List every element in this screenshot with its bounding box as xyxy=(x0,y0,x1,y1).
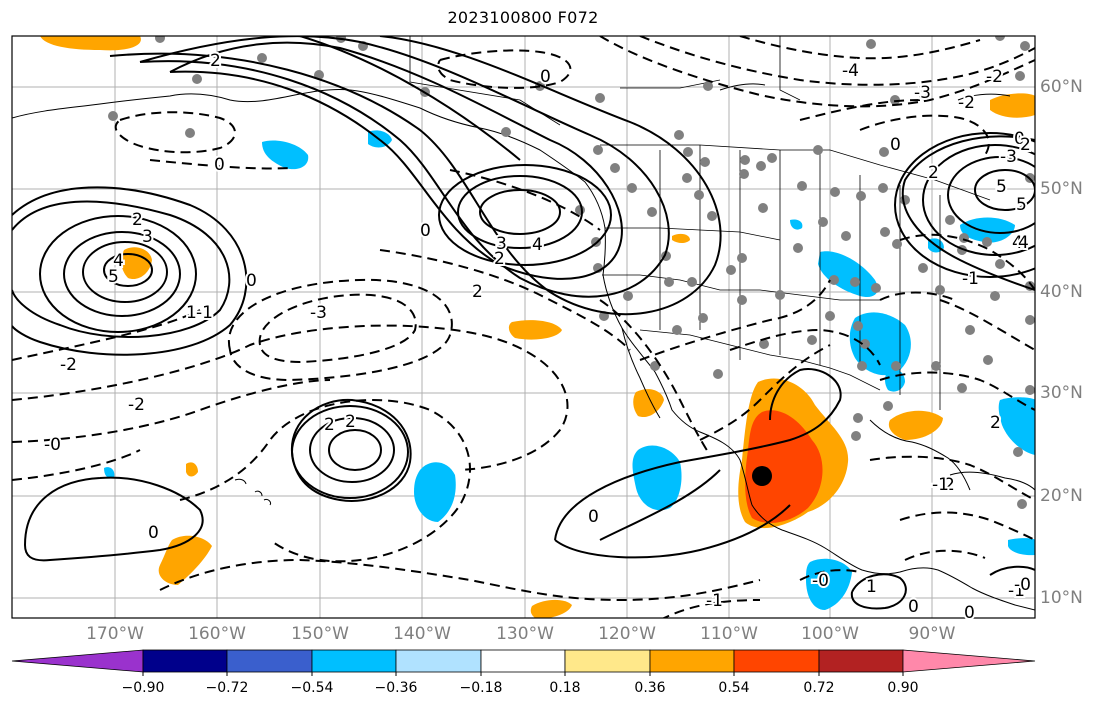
contour-label: 5 xyxy=(108,267,119,287)
colorbar-segment xyxy=(733,649,820,673)
contour-label: 2 xyxy=(928,163,939,183)
coastlines xyxy=(12,83,1035,611)
lat-label: 30°N xyxy=(1040,383,1083,403)
colorbar-tick-label: 0.90 xyxy=(887,680,919,696)
contour-label: -1 xyxy=(196,303,213,323)
contour-label: 4 xyxy=(1012,233,1023,253)
colorbar-tick-label: −0.72 xyxy=(205,680,249,696)
colorbar-segment xyxy=(564,649,651,673)
contour-label: 4 xyxy=(532,235,543,255)
colorbar-ticks xyxy=(142,672,904,676)
contour-label: 0 xyxy=(588,507,599,527)
contour-label: 0 xyxy=(964,603,975,623)
contour-label: -3 xyxy=(310,303,327,323)
contour-label: -1 xyxy=(1008,581,1025,601)
lon-label: 170°W xyxy=(86,624,144,644)
lat-label: 10°N xyxy=(1040,588,1083,608)
contour-label: -2 xyxy=(958,93,975,113)
lat-label: 20°N xyxy=(1040,486,1083,506)
contour-label: 1 xyxy=(186,303,197,323)
contour-label: 5 xyxy=(1016,195,1027,215)
colorbar-tick-label: 0.36 xyxy=(634,680,666,696)
contour-label: 2 xyxy=(944,475,955,495)
contour-label: 0 xyxy=(908,597,919,617)
contour-label: -3 xyxy=(914,83,931,103)
contour-label: 2 xyxy=(324,415,335,435)
contour-label: -0 xyxy=(1014,575,1031,595)
strong-positive-anomaly-region xyxy=(745,410,823,523)
contour-label: 3 xyxy=(142,227,153,247)
contour-label: -1 xyxy=(706,591,723,611)
colorbar-tick-label: −0.18 xyxy=(459,680,503,696)
contour-label: -3 xyxy=(1000,147,1017,167)
contour-label: 0 xyxy=(1014,129,1025,149)
contour-label: 4 xyxy=(113,251,124,271)
colorbar-segment xyxy=(226,649,313,673)
contour-label: 3 xyxy=(918,83,929,103)
colorbar-segments xyxy=(11,649,1036,673)
center-marker xyxy=(752,466,772,486)
colorbar-segment xyxy=(649,649,735,673)
colorbar-tick-label: 0.18 xyxy=(549,680,581,696)
colorbar-segment xyxy=(395,649,482,673)
contour-label: -2 xyxy=(60,355,77,375)
contour-label: 3 xyxy=(496,234,507,254)
contour-label: 0 xyxy=(540,67,551,87)
colorbar-segment xyxy=(902,649,1036,673)
colorbar-segment xyxy=(480,649,566,673)
lon-label: 110°W xyxy=(700,624,758,644)
contour-label: -2 xyxy=(986,67,1003,87)
colorbar-tick-label: 0.72 xyxy=(803,680,835,696)
colorbar-tick-label: 0.54 xyxy=(718,680,750,696)
contour-label: 1 xyxy=(866,577,877,597)
lat-label: 60°N xyxy=(1040,77,1083,97)
anomaly-fills xyxy=(40,36,1035,618)
lon-label: 130°W xyxy=(496,624,554,644)
contour-label: -2 xyxy=(128,395,145,415)
contour-label: 0 xyxy=(420,221,431,241)
colorbar-segment xyxy=(142,649,228,673)
lon-label: 160°W xyxy=(188,624,246,644)
colorbar-tick-label: −0.54 xyxy=(290,680,334,696)
contour-label: 0 xyxy=(890,135,901,155)
station-dots xyxy=(108,36,1035,509)
contour-label: 2 xyxy=(345,412,356,432)
contour-label: -1 xyxy=(962,269,979,289)
contour-label: -1 xyxy=(932,475,949,495)
contour-label: 2 xyxy=(1020,135,1031,155)
lon-label: 90°W xyxy=(908,624,956,644)
contour-label: 2 xyxy=(210,51,221,71)
contour-label: 2 xyxy=(494,249,505,269)
contour-label: 0 xyxy=(214,155,225,175)
contour-label: 4 xyxy=(1018,233,1029,253)
lat-label: 50°N xyxy=(1040,179,1083,199)
contour-label: 5 xyxy=(996,177,1007,197)
colorbar-segment xyxy=(11,649,144,673)
lon-label: 140°W xyxy=(393,624,451,644)
negative-anomaly-region xyxy=(632,445,682,511)
colorbar-segment xyxy=(818,649,904,673)
colorbar-tick-label: −0.36 xyxy=(374,680,418,696)
lat-label: 40°N xyxy=(1040,282,1083,302)
contour-label: 2 xyxy=(132,210,143,230)
lon-label: 150°W xyxy=(291,624,349,644)
contour-label: 2 xyxy=(990,413,1001,433)
contour-label: 0 xyxy=(148,523,159,543)
lon-label: 100°W xyxy=(801,624,859,644)
dashed-contours xyxy=(12,36,1035,618)
map-title: 2023100800 F072 xyxy=(447,8,599,27)
colorbar-tick-label: −0.90 xyxy=(121,680,165,696)
solid-contours xyxy=(12,36,1035,610)
lon-label: 120°W xyxy=(598,624,656,644)
contour-label: -0 xyxy=(44,435,61,455)
contour-label: 0 xyxy=(246,271,257,291)
contour-label: 2 xyxy=(472,282,483,302)
contour-label: -4 xyxy=(842,61,859,81)
colorbar-segment xyxy=(311,649,397,673)
contour-label: -0 xyxy=(812,571,829,591)
